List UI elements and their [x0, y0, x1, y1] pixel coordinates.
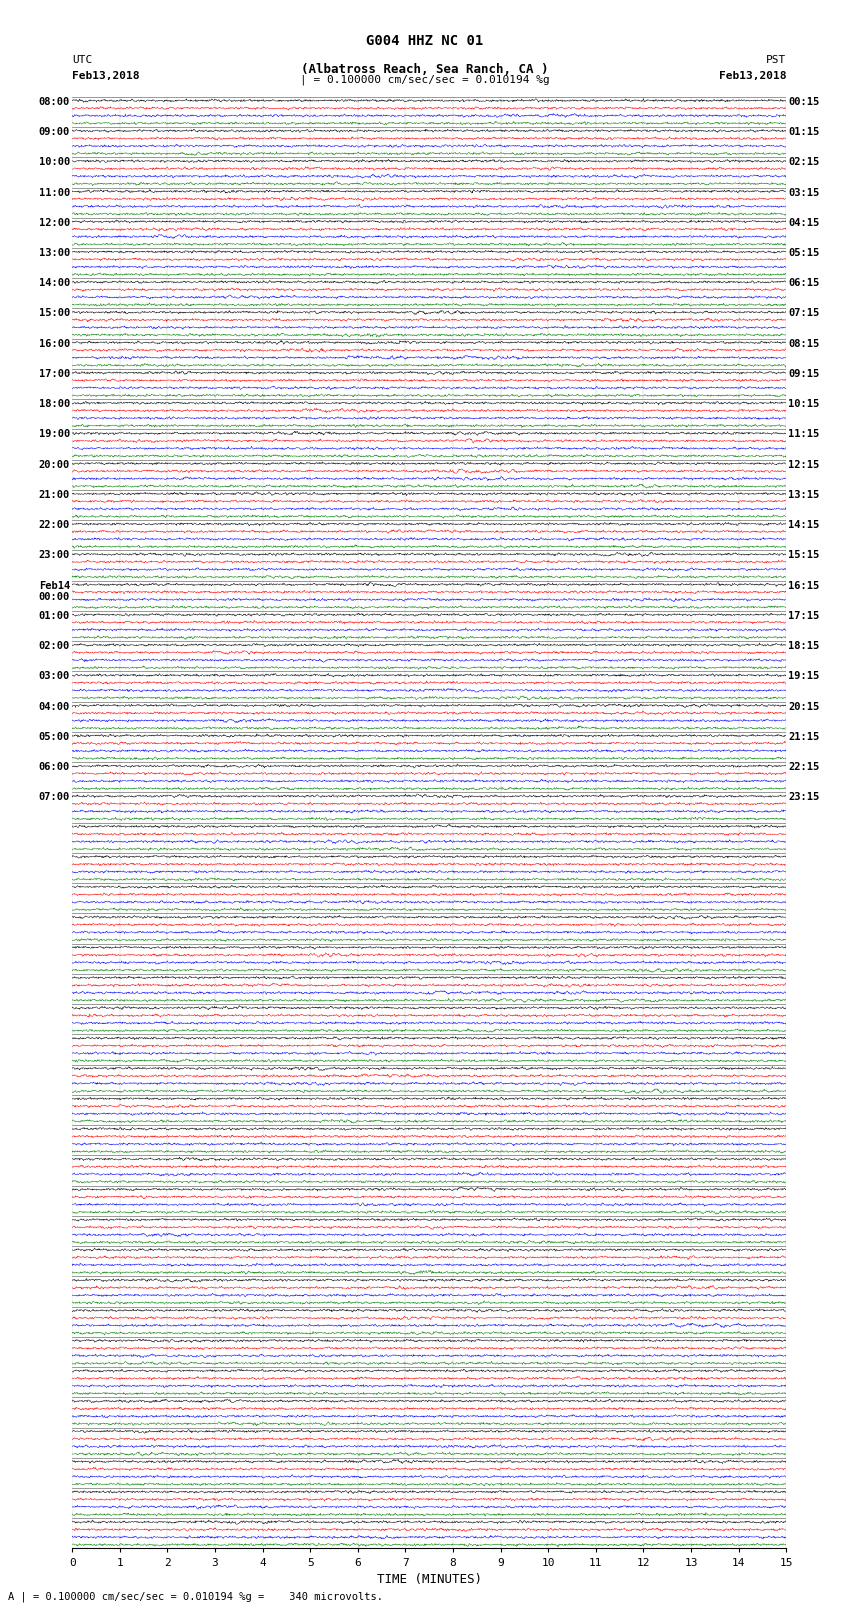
Text: 23:00: 23:00 — [39, 550, 70, 560]
Text: | = 0.100000 cm/sec/sec = 0.010194 %g: | = 0.100000 cm/sec/sec = 0.010194 %g — [300, 74, 550, 85]
Text: 16:15: 16:15 — [789, 581, 819, 590]
Text: 18:15: 18:15 — [789, 642, 819, 652]
Text: 06:15: 06:15 — [789, 279, 819, 289]
Text: 15:00: 15:00 — [39, 308, 70, 318]
Text: 03:00: 03:00 — [39, 671, 70, 681]
Text: 07:00: 07:00 — [39, 792, 70, 802]
Text: 02:15: 02:15 — [789, 158, 819, 168]
Text: Feb13,2018: Feb13,2018 — [719, 71, 786, 81]
X-axis label: TIME (MINUTES): TIME (MINUTES) — [377, 1573, 482, 1586]
Text: Feb13,2018: Feb13,2018 — [72, 71, 139, 81]
Text: 22:00: 22:00 — [39, 521, 70, 531]
Text: 12:00: 12:00 — [39, 218, 70, 227]
Text: A | = 0.100000 cm/sec/sec = 0.010194 %g =    340 microvolts.: A | = 0.100000 cm/sec/sec = 0.010194 %g … — [8, 1592, 383, 1602]
Text: 21:15: 21:15 — [789, 732, 819, 742]
Text: 20:15: 20:15 — [789, 702, 819, 711]
Text: 22:15: 22:15 — [789, 763, 819, 773]
Text: 10:00: 10:00 — [39, 158, 70, 168]
Text: 01:00: 01:00 — [39, 611, 70, 621]
Text: 17:15: 17:15 — [789, 611, 819, 621]
Text: 21:00: 21:00 — [39, 490, 70, 500]
Text: 09:15: 09:15 — [789, 369, 819, 379]
Text: 14:15: 14:15 — [789, 521, 819, 531]
Text: 01:15: 01:15 — [789, 127, 819, 137]
Text: 08:15: 08:15 — [789, 339, 819, 348]
Text: 02:00: 02:00 — [39, 642, 70, 652]
Text: 13:15: 13:15 — [789, 490, 819, 500]
Text: 19:00: 19:00 — [39, 429, 70, 439]
Text: G004 HHZ NC 01: G004 HHZ NC 01 — [366, 34, 484, 48]
Text: 10:15: 10:15 — [789, 400, 819, 410]
Text: 16:00: 16:00 — [39, 339, 70, 348]
Text: 20:00: 20:00 — [39, 460, 70, 469]
Text: 08:00: 08:00 — [39, 97, 70, 106]
Text: 12:15: 12:15 — [789, 460, 819, 469]
Text: 14:00: 14:00 — [39, 279, 70, 289]
Text: 15:15: 15:15 — [789, 550, 819, 560]
Text: 17:00: 17:00 — [39, 369, 70, 379]
Text: PST: PST — [766, 55, 786, 65]
Text: Feb14
00:00: Feb14 00:00 — [39, 581, 70, 602]
Text: 04:00: 04:00 — [39, 702, 70, 711]
Text: 03:15: 03:15 — [789, 187, 819, 197]
Text: 07:15: 07:15 — [789, 308, 819, 318]
Text: 11:00: 11:00 — [39, 187, 70, 197]
Text: 11:15: 11:15 — [789, 429, 819, 439]
Text: 05:00: 05:00 — [39, 732, 70, 742]
Text: 19:15: 19:15 — [789, 671, 819, 681]
Text: 23:15: 23:15 — [789, 792, 819, 802]
Text: 13:00: 13:00 — [39, 248, 70, 258]
Text: (Albatross Reach, Sea Ranch, CA ): (Albatross Reach, Sea Ranch, CA ) — [301, 63, 549, 76]
Text: 05:15: 05:15 — [789, 248, 819, 258]
Text: 09:00: 09:00 — [39, 127, 70, 137]
Text: UTC: UTC — [72, 55, 93, 65]
Text: 06:00: 06:00 — [39, 763, 70, 773]
Text: 00:15: 00:15 — [789, 97, 819, 106]
Text: 18:00: 18:00 — [39, 400, 70, 410]
Text: 04:15: 04:15 — [789, 218, 819, 227]
